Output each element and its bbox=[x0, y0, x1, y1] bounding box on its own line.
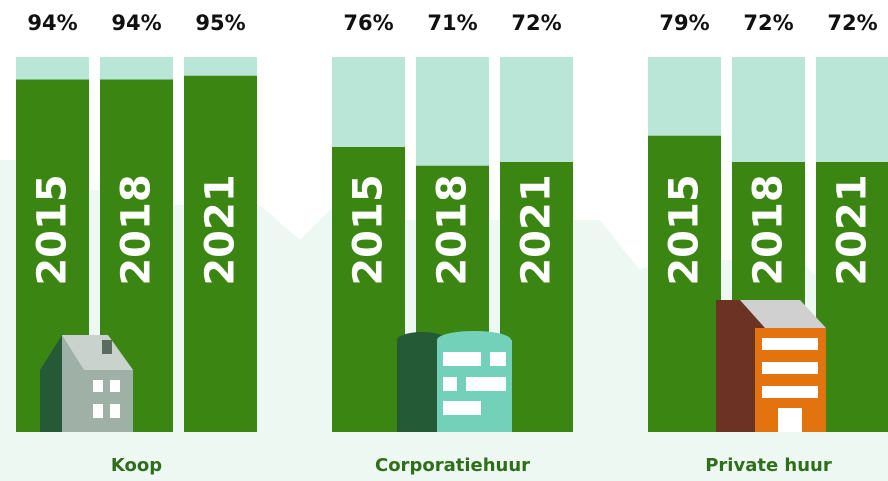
year-label: 2018 bbox=[114, 174, 160, 285]
value-label: 76% bbox=[343, 11, 393, 35]
year-label: 2021 bbox=[198, 174, 244, 285]
year-label: 2018 bbox=[430, 174, 476, 285]
bar bbox=[648, 135, 721, 432]
value-label: 72% bbox=[511, 11, 561, 35]
year-label: 2021 bbox=[830, 174, 876, 285]
value-label: 72% bbox=[743, 11, 793, 35]
year-label: 2015 bbox=[346, 174, 392, 285]
bar bbox=[500, 162, 573, 432]
year-label: 2015 bbox=[30, 174, 76, 285]
bars bbox=[16, 57, 888, 432]
year-label: 2021 bbox=[514, 174, 560, 285]
year-label: 2015 bbox=[662, 174, 708, 285]
bar bbox=[184, 75, 257, 432]
bar bbox=[332, 147, 405, 432]
bar bbox=[816, 162, 888, 432]
year-label: 2018 bbox=[746, 174, 792, 285]
value-label: 94% bbox=[27, 11, 77, 35]
group-label: Corporatiehuur bbox=[375, 455, 530, 476]
value-label: 94% bbox=[111, 11, 161, 35]
value-label: 95% bbox=[195, 11, 245, 35]
group-label: Private huur bbox=[705, 455, 832, 476]
group-label: Koop bbox=[111, 455, 162, 476]
apartment-icon bbox=[397, 331, 512, 432]
value-label: 71% bbox=[427, 11, 477, 35]
value-label: 72% bbox=[827, 11, 877, 35]
value-label: 79% bbox=[659, 11, 709, 35]
private-building-icon bbox=[716, 300, 826, 432]
ground bbox=[0, 432, 888, 481]
house-icon bbox=[40, 335, 133, 432]
